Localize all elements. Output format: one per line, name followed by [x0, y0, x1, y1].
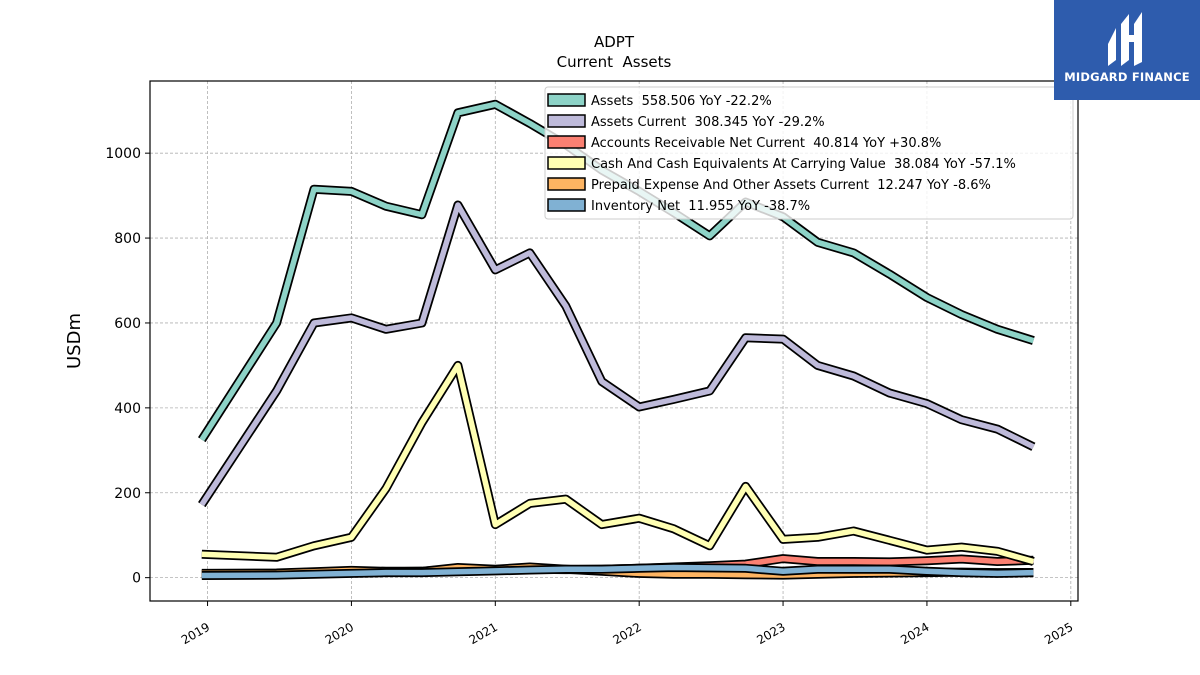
legend-swatch-5: [547, 198, 586, 212]
legend-label-2: Accounts Receivable Net Current 40.814 Y…: [591, 136, 941, 151]
chart-title: ADPT: [594, 33, 635, 51]
logo-text: MIDGARD FINANCE: [1064, 70, 1190, 84]
x-tick-label: 2025: [1042, 620, 1075, 647]
y-tick-label: 600: [114, 316, 141, 332]
y-tick-label: 800: [114, 231, 141, 247]
x-tick-label: 2020: [323, 620, 356, 647]
y-axis: 0 200 400 600 800 1000: [105, 146, 150, 587]
legend-frame: [544, 86, 1074, 220]
x-tick-label: 2019: [179, 620, 212, 647]
legend-swatch-3: [547, 156, 586, 170]
legend-swatch-1: [547, 114, 586, 128]
series-outline-1: [198, 200, 1036, 508]
y-tick-label: 1000: [105, 146, 141, 162]
series-line-5: [201, 564, 1034, 579]
x-axis: 2019 2020 2021 2022 2023 2024 2025: [179, 601, 1076, 647]
plot-frame: [149, 80, 1079, 602]
midgard-finance-logo: MIDGARD FINANCE: [1054, 0, 1200, 100]
x-tick-label: 2022: [610, 620, 643, 647]
legend-label-0: Assets 558.506 YoY -22.2%: [591, 94, 772, 109]
x-tick-label: 2024: [898, 620, 931, 647]
legend-swatch-2: [547, 135, 586, 149]
legend-swatch-0: [547, 93, 586, 107]
legend-label-3: Cash And Cash Equivalents At Carrying Va…: [591, 157, 1016, 172]
legend: Assets 558.506 YoY -22.2% Assets Current …: [544, 86, 1074, 220]
x-tick-label: 2021: [467, 620, 500, 647]
y-tick-label: 0: [132, 571, 141, 587]
series-line-1: [199, 202, 1035, 507]
legend-label-5: Inventory Net 11.955 YoY -38.7%: [591, 199, 810, 214]
logo-mark-icon: [1108, 12, 1142, 66]
legend-label-4: Prepaid Expense And Other Assets Current…: [591, 178, 991, 193]
x-tick-label: 2023: [754, 620, 787, 647]
y-tick-label: 400: [114, 401, 141, 417]
y-tick-label: 200: [114, 486, 141, 502]
legend-label-1: Assets Current 308.345 YoY -29.2%: [591, 115, 825, 130]
y-axis-label: USDm: [64, 313, 85, 369]
legend-swatch-4: [547, 177, 586, 191]
series-line-3: [201, 362, 1035, 565]
chart-subtitle: Current Assets: [557, 53, 672, 71]
